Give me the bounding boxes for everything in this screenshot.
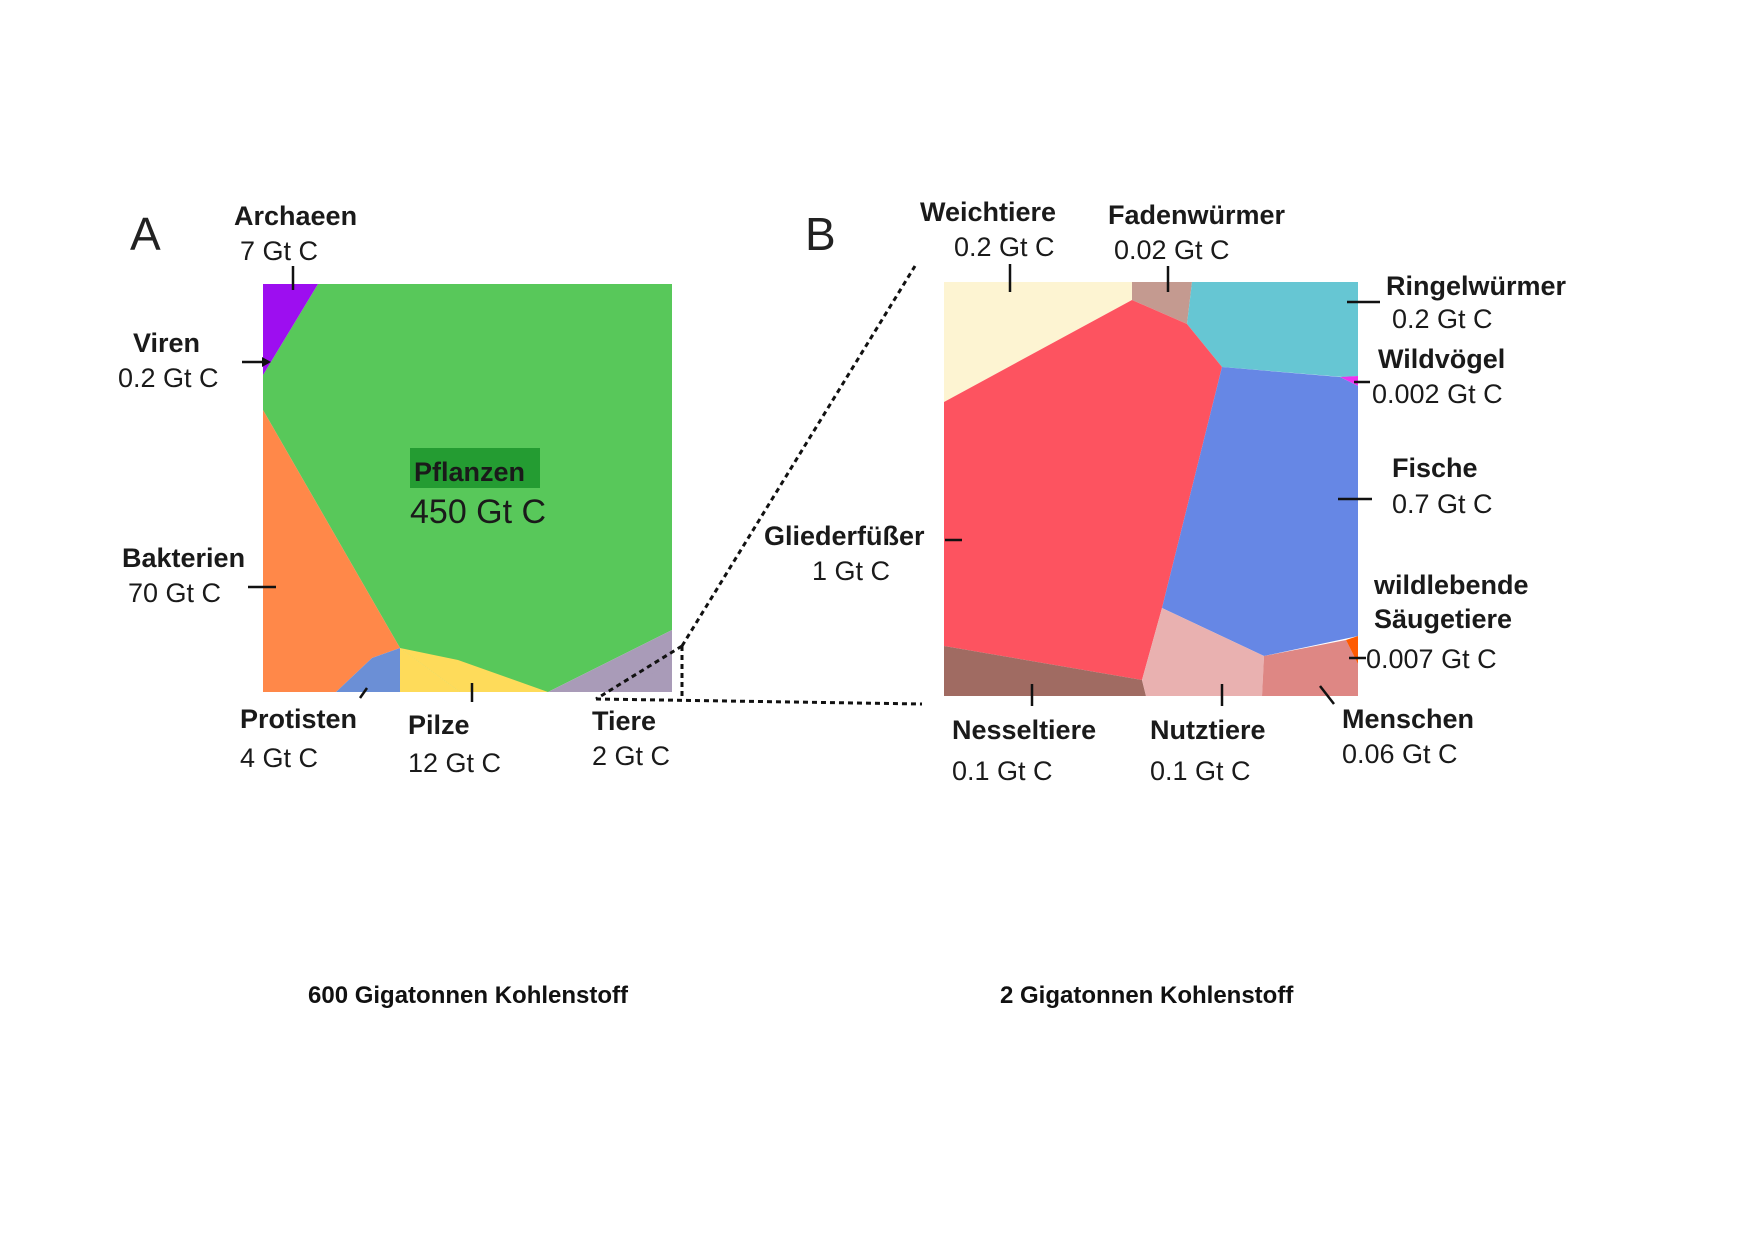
cell-wildvoegel	[1340, 376, 1358, 386]
panel-b-label: B	[805, 208, 836, 260]
label-archaeen-name: Archaeen	[234, 201, 357, 231]
label-wildvoegel-value: 0.002 Gt C	[1372, 379, 1503, 409]
label-gliederfuesser-name: Gliederfüßer	[764, 521, 925, 551]
cell-pilze-main	[400, 648, 548, 692]
zoom-line-lower	[595, 697, 923, 706]
cell-menschen	[1262, 640, 1358, 696]
label-weichtiere-value: 0.2 Gt C	[954, 232, 1055, 262]
label-fadenwuermer-value: 0.02 Gt C	[1114, 235, 1230, 265]
pflanzen-label-highlight	[410, 448, 540, 488]
caption-panel-b: 2 Gigatonnen Kohlenstoff	[1000, 982, 1294, 1009]
label-pilze-value: 12 Gt C	[408, 748, 501, 778]
label-fadenwuermer-name: Fadenwürmer	[1108, 200, 1286, 230]
label-saeugetiere-name-line2: Säugetiere	[1374, 604, 1512, 634]
label-saeugetiere-name-line1: wildlebende	[1373, 570, 1529, 600]
label-nesseltiere-value: 0.1 Gt C	[952, 756, 1053, 786]
label-bakterien-value: 70 Gt C	[128, 578, 221, 608]
label-archaeen-value: 7 Gt C	[240, 236, 318, 266]
label-weichtiere-name: Weichtiere	[920, 197, 1056, 227]
label-wildvoegel-name: Wildvögel	[1378, 344, 1505, 374]
cell-fadenwuermer	[1132, 282, 1192, 324]
label-nesseltiere-name: Nesseltiere	[952, 715, 1096, 745]
label-tiere-name: Tiere	[592, 706, 656, 736]
leader-protisten	[358, 687, 369, 699]
caption-panel-a: 600 Gigatonnen Kohlenstoff	[308, 982, 629, 1009]
panel-b-treemap	[944, 282, 1358, 696]
label-bakterien-name: Bakterien	[122, 543, 245, 573]
cell-weichtiere	[944, 282, 1132, 402]
cell-protisten	[336, 648, 400, 692]
panel-a-label: A	[130, 208, 161, 260]
label-nutztiere-name: Nutztiere	[1150, 715, 1266, 745]
arrow-viren	[262, 357, 271, 367]
cell-ringelwuermer	[1187, 282, 1358, 377]
label-tiere-value: 2 Gt C	[592, 741, 670, 771]
label-menschen-value: 0.06 Gt C	[1342, 739, 1458, 769]
label-pflanzen-name: Pflanzen	[414, 457, 525, 487]
label-protisten-name: Protisten	[240, 704, 357, 734]
label-viren-name: Viren	[133, 328, 200, 358]
label-saeugetiere-value: 0.007 Gt C	[1366, 644, 1497, 674]
cell-archaeen	[263, 284, 318, 375]
cell-bakterien	[263, 410, 400, 692]
label-pilze-name: Pilze	[408, 710, 470, 740]
leader-menschen	[1319, 685, 1335, 705]
label-protisten-value: 4 Gt C	[240, 743, 318, 773]
cell-fische	[1162, 367, 1358, 656]
label-menschen-name: Menschen	[1342, 704, 1474, 734]
label-nutztiere-value: 0.1 Gt C	[1150, 756, 1251, 786]
label-ringelwuermer-value: 0.2 Gt C	[1392, 304, 1493, 334]
zoom-box-diagonal	[595, 644, 683, 701]
cell-tiere-lower	[620, 662, 672, 692]
label-fische-name: Fische	[1392, 453, 1478, 483]
label-ringelwuermer-name: Ringelwürmer	[1386, 271, 1567, 301]
label-fische-value: 0.7 Gt C	[1392, 489, 1493, 519]
zoom-line-upper	[680, 265, 917, 647]
cell-nesseltiere	[944, 646, 1146, 696]
cell-nutztiere	[1142, 608, 1264, 696]
label-pflanzen-value: 450 Gt C	[410, 493, 546, 531]
label-viren-value: 0.2 Gt C	[118, 363, 219, 393]
cell-tiere	[548, 630, 672, 692]
label-gliederfuesser-value: 1 Gt C	[812, 556, 890, 586]
cell-gliederfuesser	[944, 300, 1222, 680]
